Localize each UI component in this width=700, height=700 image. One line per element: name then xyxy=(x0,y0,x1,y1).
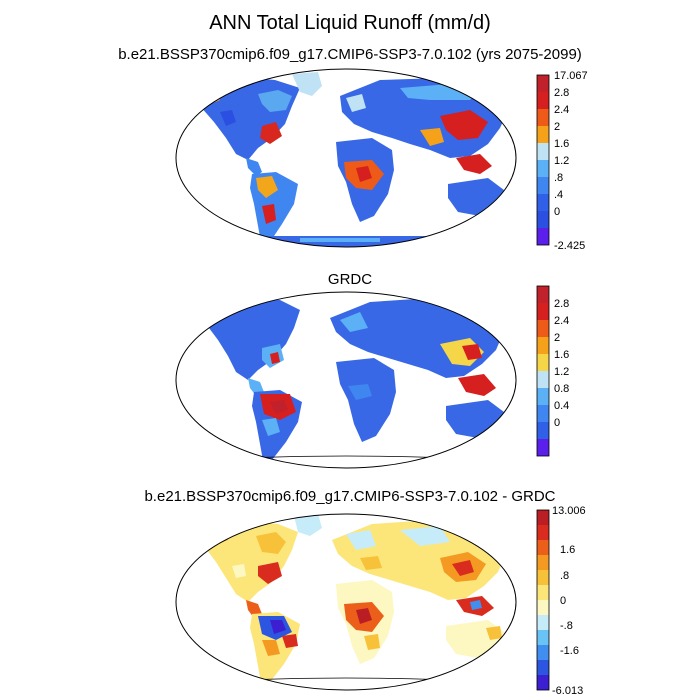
colorbar-swatch xyxy=(537,126,549,143)
colorbar-label: 1.6 xyxy=(560,544,575,556)
colorbar-swatch xyxy=(537,675,549,690)
colorbar-label: .8 xyxy=(560,570,569,582)
colorbar-swatch xyxy=(537,540,549,555)
colorbar-swatch xyxy=(537,109,549,126)
colorbar-swatch xyxy=(537,337,549,354)
colorbar-label: 0 xyxy=(560,595,566,607)
panel-2-colorbar: 2.8 2.4 2 1.6 1.2 0.8 0.4 0 xyxy=(536,285,569,457)
colorbar-swatch xyxy=(537,320,549,337)
colorbar-swatch xyxy=(537,194,549,211)
colorbar-swatch xyxy=(537,405,549,422)
colorbar-swatch xyxy=(537,615,549,630)
land-runoff-field xyxy=(196,514,508,688)
colorbar-label: 1.6 xyxy=(554,349,569,361)
colorbar-label: 2.4 xyxy=(554,315,569,327)
panel-1-map: 17.067 2.8 2.4 2 1.6 1.2 .8 .4 0 -2.425 xyxy=(175,68,588,252)
colorbar-swatch xyxy=(537,75,549,92)
colorbar-swatch xyxy=(537,439,549,456)
land-runoff-field xyxy=(200,296,510,466)
colorbar-swatch xyxy=(537,645,549,660)
colorbar-label: 1.2 xyxy=(554,366,569,378)
colorbar-swatch xyxy=(537,303,549,320)
colorbar-swatch xyxy=(537,354,549,371)
colorbar-swatch xyxy=(537,177,549,194)
colorbar-label: 0 xyxy=(554,206,560,218)
panel-2-title: GRDC xyxy=(327,271,373,288)
colorbar-label: 0 xyxy=(554,417,560,429)
colorbar-swatch xyxy=(537,585,549,600)
colorbar-label: .8 xyxy=(554,172,563,184)
colorbar-label: -1.6 xyxy=(560,645,579,657)
colorbar-label: 2 xyxy=(554,332,560,344)
panel-3-colorbar: 13.006 1.6 .8 0 -.8 -1.6 -6.013 xyxy=(536,506,586,697)
colorbar-swatch xyxy=(537,600,549,615)
panel-1-colorbar: 17.067 2.8 2.4 2 1.6 1.2 .8 .4 0 -2.425 xyxy=(536,70,588,252)
colorbar-swatch xyxy=(537,371,549,388)
panel-1-title: b.e21.BSSP370cmip6.f09_g17.CMIP6-SSP3-7.… xyxy=(118,46,582,63)
colorbar-label: 2.4 xyxy=(554,104,569,116)
colorbar-swatch xyxy=(537,388,549,405)
panel-3-title: b.e21.BSSP370cmip6.f09_g17.CMIP6-SSP3-7.… xyxy=(144,488,556,505)
colorbar-swatch xyxy=(537,510,549,525)
colorbar-swatch xyxy=(537,92,549,109)
colorbar-label: 1.2 xyxy=(554,155,569,167)
colorbar-swatch xyxy=(537,630,549,645)
colorbar-swatch xyxy=(537,570,549,585)
colorbar-label: 13.006 xyxy=(552,506,586,517)
colorbar-label: 2.8 xyxy=(554,298,569,310)
colorbar-label: 2.8 xyxy=(554,87,569,99)
colorbar-swatch xyxy=(537,660,549,675)
colorbar-label: 17.067 xyxy=(554,70,588,82)
colorbar-label: -6.013 xyxy=(552,685,583,697)
colorbar-swatch xyxy=(537,211,549,228)
colorbar-label: 0.4 xyxy=(554,400,569,412)
colorbar-swatch xyxy=(537,286,549,303)
colorbar-label: 2 xyxy=(554,121,560,133)
colorbar-swatch xyxy=(537,160,549,177)
panel-3-map: 13.006 1.6 .8 0 -.8 -1.6 -6.013 xyxy=(175,506,586,697)
colorbar-swatch xyxy=(537,525,549,540)
colorbar-swatch xyxy=(537,555,549,570)
colorbar-swatch xyxy=(537,422,549,439)
colorbar-label: 1.6 xyxy=(554,138,569,150)
colorbar-label: -.8 xyxy=(560,620,573,632)
colorbar-label: .4 xyxy=(554,189,563,201)
colorbar-label: 0.8 xyxy=(554,383,569,395)
colorbar-label: -2.425 xyxy=(554,240,585,252)
panel-2-map: 2.8 2.4 2 1.6 1.2 0.8 0.4 0 xyxy=(175,285,569,469)
figure-title: ANN Total Liquid Runoff (mm/d) xyxy=(209,12,491,34)
colorbar-swatch xyxy=(537,228,549,245)
colorbar-swatch xyxy=(537,143,549,160)
